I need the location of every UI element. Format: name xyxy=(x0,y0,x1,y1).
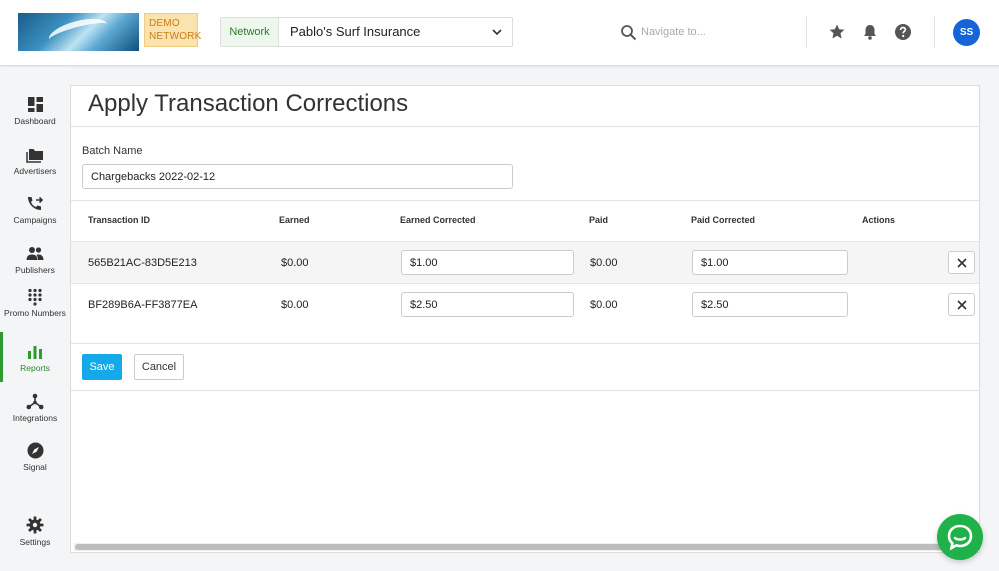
batch-name-label: Batch Name xyxy=(82,145,143,157)
column-header-earned: Earned xyxy=(279,215,310,225)
table-row: 565B21AC-83D5E213 $0.00 $0.00 xyxy=(71,241,979,283)
earned-cell: $0.00 xyxy=(281,299,309,311)
sidebar-item-label: Integrations xyxy=(12,413,58,423)
star-icon[interactable] xyxy=(828,23,846,41)
close-icon xyxy=(957,258,967,268)
earned-corrected-input[interactable] xyxy=(401,250,574,275)
header-divider xyxy=(934,16,935,48)
brand-logo[interactable] xyxy=(18,13,139,51)
demo-network-badge: DEMO NETWORK xyxy=(144,13,201,47)
sidebar-item-integrations[interactable]: Integrations xyxy=(0,393,70,441)
transaction-id-cell: 565B21AC-83D5E213 xyxy=(88,257,197,269)
sidebar-item-reports[interactable]: Reports xyxy=(0,344,70,392)
chevron-down-icon xyxy=(492,29,502,36)
sidebar-item-promo-numbers[interactable]: Promo Numbers xyxy=(0,288,70,338)
cancel-button[interactable]: Cancel xyxy=(134,354,184,380)
network-selector[interactable]: Network Pablo's Surf Insurance xyxy=(220,17,513,47)
paid-corrected-input[interactable] xyxy=(692,292,848,317)
folder-icon xyxy=(26,149,43,163)
sidebar-item-label: Advertisers xyxy=(13,166,57,176)
divider xyxy=(71,390,979,391)
sidebar-item-label: Signal xyxy=(23,462,47,472)
network-icon xyxy=(26,393,44,410)
chat-bubble-icon xyxy=(947,524,973,551)
table-row: BF289B6A-FF3877EA $0.00 $0.00 xyxy=(71,283,979,325)
bar-chart-icon xyxy=(28,346,42,359)
scrollbar-thumb[interactable] xyxy=(75,544,955,550)
sidebar-item-label: Dashboard xyxy=(14,116,56,126)
sidebar-item-label: Campaigns xyxy=(13,215,57,225)
remove-row-button[interactable] xyxy=(948,251,975,274)
divider xyxy=(71,200,979,201)
paid-corrected-input[interactable] xyxy=(692,250,848,275)
gear-icon xyxy=(26,516,44,534)
divider xyxy=(71,343,979,344)
sidebar-item-dashboard[interactable]: Dashboard xyxy=(0,96,70,144)
sidebar-item-signal[interactable]: Signal xyxy=(0,442,70,490)
sidebar-item-publishers[interactable]: Publishers xyxy=(0,245,70,293)
batch-name-input[interactable] xyxy=(82,164,513,189)
sidebar-nav: Dashboard Advertisers Campaigns Publishe… xyxy=(0,67,70,571)
bell-icon[interactable] xyxy=(861,23,879,41)
column-header-actions: Actions xyxy=(862,215,896,225)
people-icon xyxy=(26,247,44,260)
search-icon xyxy=(621,25,637,41)
horizontal-scrollbar[interactable] xyxy=(74,543,978,551)
network-label: Network xyxy=(221,18,279,46)
sidebar-item-settings[interactable]: Settings xyxy=(0,516,70,564)
navigate-search-input[interactable] xyxy=(641,22,791,42)
top-bar: DEMO NETWORK Network Pablo's Surf Insura… xyxy=(0,0,999,66)
column-header-transaction-id: Transaction ID xyxy=(88,215,151,225)
compass-icon xyxy=(27,442,43,459)
earned-cell: $0.00 xyxy=(281,257,309,269)
dashboard-icon xyxy=(27,97,43,112)
sidebar-item-label: Publishers xyxy=(15,265,55,275)
paid-cell: $0.00 xyxy=(590,299,618,311)
sidebar-item-label: Settings xyxy=(19,537,51,547)
close-icon xyxy=(957,300,967,310)
column-header-paid: Paid xyxy=(589,215,609,225)
sidebar-item-advertisers[interactable]: Advertisers xyxy=(0,146,70,194)
sidebar-item-campaigns[interactable]: Campaigns xyxy=(0,195,70,243)
dialpad-icon xyxy=(28,288,42,306)
sidebar-item-label: Promo Numbers xyxy=(4,308,66,318)
chat-button[interactable] xyxy=(937,514,983,560)
phone-forward-icon xyxy=(28,196,44,210)
user-avatar[interactable]: SS xyxy=(953,19,980,46)
transaction-id-cell: BF289B6A-FF3877EA xyxy=(88,299,198,311)
save-button[interactable]: Save xyxy=(82,354,122,380)
sidebar-item-label: Reports xyxy=(20,363,50,373)
earned-corrected-input[interactable] xyxy=(401,292,574,317)
transaction-corrections-card: Apply Transaction Corrections Batch Name… xyxy=(70,85,980,553)
column-header-earned-corrected: Earned Corrected xyxy=(400,215,476,225)
column-header-paid-corrected: Paid Corrected xyxy=(691,215,756,225)
active-indicator xyxy=(0,332,3,382)
divider xyxy=(71,126,979,127)
help-icon[interactable] xyxy=(894,23,912,41)
remove-row-button[interactable] xyxy=(948,293,975,316)
header-divider xyxy=(806,16,807,48)
paid-cell: $0.00 xyxy=(590,257,618,269)
network-value: Pablo's Surf Insurance xyxy=(290,24,421,39)
page-title: Apply Transaction Corrections xyxy=(88,90,409,117)
